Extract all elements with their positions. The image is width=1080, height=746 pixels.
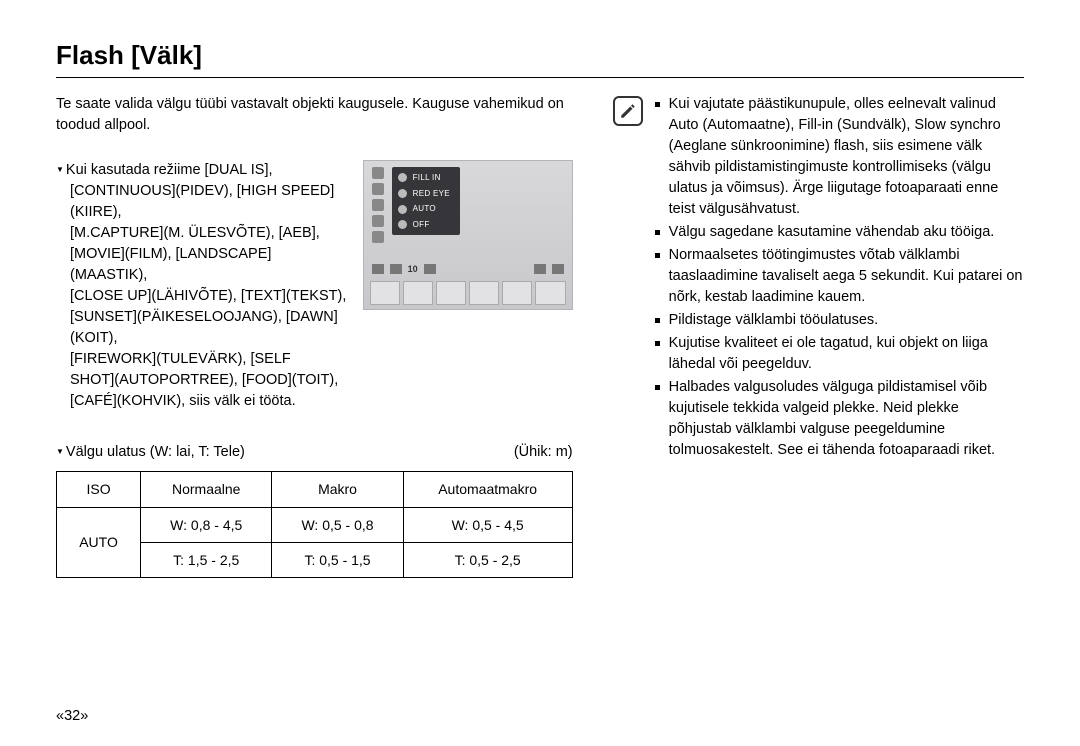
note-item: Normaalsetes töötingimustes võtab välkla… — [655, 245, 1024, 308]
content-columns: Te saate valida välgu tüübi vastavalt ob… — [56, 94, 1024, 578]
lcd-thumbnail-row — [364, 277, 572, 309]
note-item: Pildistage välklambi tööulatuses. — [655, 310, 1024, 331]
status-icon — [372, 264, 384, 274]
table-cell: W: 0,8 - 4,5 — [141, 507, 272, 542]
lcd-icon — [372, 183, 384, 195]
camera-lcd-screenshot: FILL IN RED EYE AUTO OFF 10 — [363, 160, 573, 310]
table-header: ISO — [57, 472, 141, 507]
status-icon — [534, 264, 546, 274]
flash-icon — [398, 189, 407, 198]
note-icon — [613, 96, 643, 126]
page-number: «32» — [56, 708, 88, 724]
status-icon — [552, 264, 564, 274]
lcd-icon — [372, 215, 384, 227]
menu-label: AUTO — [413, 203, 436, 215]
thumbnail — [535, 281, 565, 305]
mode-note-line: [CAFÉ](KOHVIK), siis välk ei tööta. — [56, 391, 347, 412]
menu-label: OFF — [413, 219, 430, 231]
notes-list: Kui vajutate päästikunupule, olles eelne… — [655, 94, 1024, 578]
lcd-icon — [372, 231, 384, 243]
table-cell: W: 0,5 - 4,5 — [403, 507, 572, 542]
mode-note-line: [MOVIE](FILM), [LANDSCAPE](MAASTIK), — [56, 244, 347, 286]
flash-icon — [398, 205, 407, 214]
left-column: Te saate valida välgu tüübi vastavalt ob… — [56, 94, 573, 578]
lcd-icon — [372, 167, 384, 179]
table-cell: W: 0,5 - 0,8 — [272, 507, 403, 542]
lcd-status-bar: 10 — [364, 261, 572, 277]
pencil-note-icon — [619, 102, 637, 120]
flash-range-table: ISO Normaalne Makro Automaatmakro AUTO W… — [56, 471, 573, 578]
status-text: 10 — [408, 263, 418, 276]
intro-text: Te saate valida välgu tüübi vastavalt ob… — [56, 94, 573, 136]
thumbnail — [403, 281, 433, 305]
lcd-flash-menu: FILL IN RED EYE AUTO OFF — [392, 167, 460, 235]
note-item: Välgu sagedane kasutamine vähendab aku t… — [655, 222, 1024, 243]
table-header-row: ISO Normaalne Makro Automaatmakro — [57, 472, 573, 507]
flash-icon — [398, 173, 407, 182]
table-cell: T: 1,5 - 2,5 — [141, 542, 272, 577]
note-item: Kujutise kvaliteet ei ole tagatud, kui o… — [655, 333, 1024, 375]
menu-item: RED EYE — [398, 186, 450, 202]
page-title: Flash [Välk] — [56, 40, 1024, 78]
menu-item: FILL IN — [398, 170, 450, 186]
menu-label: FILL IN — [413, 172, 441, 184]
flash-icon — [398, 220, 407, 229]
range-unit: (Ühik: m) — [514, 442, 573, 463]
right-column: Kui vajutate päästikunupule, olles eelne… — [613, 94, 1024, 578]
table-header: Automaatmakro — [403, 472, 572, 507]
thumbnail — [469, 281, 499, 305]
note-item: Halbades valgusoludes välguga pildistami… — [655, 377, 1024, 461]
thumbnail — [370, 281, 400, 305]
lcd-icon — [372, 199, 384, 211]
mode-note-line: [CONTINUOUS](PIDEV), [HIGH SPEED](KIIRE)… — [56, 181, 347, 223]
mode-note-lead: Kui kasutada režiime [DUAL IS], — [56, 160, 347, 181]
table-row: AUTO W: 0,8 - 4,5 W: 0,5 - 0,8 W: 0,5 - … — [57, 507, 573, 542]
menu-item: OFF — [398, 217, 450, 233]
mode-note-line: [SUNSET](PÄIKESELOOJANG), [DAWN](KOIT), — [56, 307, 347, 349]
mode-note-row: Kui kasutada režiime [DUAL IS], [CONTINU… — [56, 160, 573, 412]
range-label: Välgu ulatus (W: lai, T: Tele) — [56, 442, 245, 463]
table-header: Makro — [272, 472, 403, 507]
status-icon — [390, 264, 402, 274]
lcd-bottom-area: 10 — [364, 261, 572, 309]
menu-label: RED EYE — [413, 188, 450, 200]
status-icon — [424, 264, 436, 274]
mode-note-text: Kui kasutada režiime [DUAL IS], [CONTINU… — [56, 160, 347, 412]
table-header: Normaalne — [141, 472, 272, 507]
mode-note-line: [FIREWORK](TULEVÄRK), [SELF — [56, 349, 347, 370]
lcd-left-icons — [372, 167, 386, 243]
thumbnail — [502, 281, 532, 305]
mode-note-line: [CLOSE UP](LÄHIVÕTE), [TEXT](TEKST), — [56, 286, 347, 307]
iso-cell: AUTO — [57, 507, 141, 578]
thumbnail — [436, 281, 466, 305]
table-cell: T: 0,5 - 1,5 — [272, 542, 403, 577]
note-item: Kui vajutate päästikunupule, olles eelne… — [655, 94, 1024, 220]
mode-note-line: [M.CAPTURE](M. ÜLESVÕTE), [AEB], — [56, 223, 347, 244]
menu-item: AUTO — [398, 201, 450, 217]
range-header-row: Välgu ulatus (W: lai, T: Tele) (Ühik: m) — [56, 442, 573, 463]
table-cell: T: 0,5 - 2,5 — [403, 542, 572, 577]
mode-note-line: SHOT](AUTOPORTREE), [FOOD](TOIT), — [56, 370, 347, 391]
